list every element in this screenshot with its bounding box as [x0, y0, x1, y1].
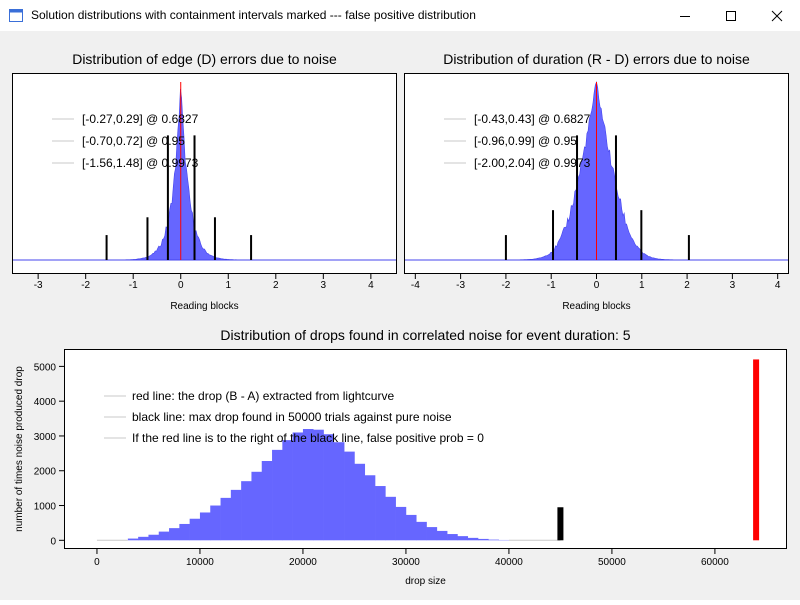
histogram-bar	[138, 537, 149, 540]
histogram-bar	[365, 475, 376, 540]
chart-title: Distribution of duration (R - D) errors …	[443, 51, 750, 67]
legend-entry: [-1.56,1.48] @ 0.9973	[82, 156, 199, 170]
histogram-bar	[478, 539, 489, 540]
legend-entry: [-0.70,0.72] @ 0.95	[82, 134, 185, 148]
histogram-bar	[159, 532, 170, 541]
histogram-bar	[354, 464, 365, 541]
histogram-bar	[375, 486, 386, 540]
x-tick-label: 4	[775, 280, 781, 291]
x-tick-label: -2	[81, 280, 90, 291]
maximize-icon	[725, 10, 737, 22]
y-axis-label: number of times noise produced drop	[14, 366, 25, 532]
close-icon	[771, 10, 783, 22]
histogram-bar	[282, 440, 293, 540]
histogram-bar	[313, 430, 324, 541]
legend-entry: If the red line is to the right of the b…	[132, 431, 484, 445]
x-tick-label: 1	[639, 280, 645, 291]
x-tick-label: -4	[411, 280, 420, 291]
x-tick-label: -3	[34, 280, 43, 291]
histogram-bar	[416, 522, 427, 540]
plot-area: Distribution of edge (D) errors due to n…	[0, 31, 800, 600]
y-tick-label: 2000	[34, 467, 57, 478]
histogram-bar	[303, 429, 314, 540]
app-icon	[9, 9, 23, 22]
title-bar[interactable]: Solution distributions with containment …	[0, 0, 800, 31]
plot-background	[64, 349, 787, 549]
x-tick-label: 30000	[392, 557, 420, 568]
x-tick-label: 1	[225, 280, 231, 291]
maximize-button[interactable]	[708, 0, 754, 31]
y-tick-label: 1000	[34, 502, 57, 513]
histogram-bar	[385, 497, 396, 540]
legend-entry: red line: the drop (B - A) extracted fro…	[132, 389, 394, 403]
histogram-bar	[437, 531, 448, 540]
histogram-bar	[406, 515, 417, 540]
x-tick-label: 3	[321, 280, 327, 291]
x-tick-label: 4	[368, 280, 374, 291]
legend-entry: [-0.27,0.29] @ 0.6827	[82, 112, 199, 126]
histogram-bar	[221, 498, 232, 540]
histogram-bar	[169, 528, 180, 540]
plot-background	[12, 73, 397, 274]
histogram-bar	[334, 442, 345, 540]
x-tick-label: 0	[94, 557, 100, 568]
histogram-bar	[427, 527, 438, 540]
x-tick-label: 20000	[289, 557, 317, 568]
y-tick-label: 3000	[34, 432, 57, 443]
histogram-bar	[210, 506, 221, 541]
x-tick-label: -1	[129, 280, 138, 291]
minimize-icon	[679, 10, 691, 22]
close-button[interactable]	[754, 0, 800, 31]
x-tick-label: 0	[178, 280, 184, 291]
legend-entry: [-0.96,0.99] @ 0.95	[474, 134, 577, 148]
observed-drop-line	[753, 359, 759, 540]
x-tick-label: -2	[501, 280, 510, 291]
x-tick-label: 60000	[701, 557, 729, 568]
x-tick-label: 10000	[186, 557, 214, 568]
histogram-bar	[231, 490, 242, 540]
x-tick-label: 2	[684, 280, 690, 291]
x-tick-label: 2	[273, 280, 279, 291]
histogram-bar	[251, 472, 262, 541]
chart-title: Distribution of edge (D) errors due to n…	[72, 51, 337, 67]
x-axis-label: drop size	[405, 576, 446, 587]
histogram-bar	[128, 539, 139, 541]
y-tick-label: 5000	[34, 362, 57, 373]
max-noise-drop-line	[557, 507, 563, 540]
x-tick-label: 0	[594, 280, 600, 291]
y-tick-label: 4000	[34, 397, 57, 408]
x-tick-label: -1	[547, 280, 556, 291]
histogram-bar	[148, 535, 159, 541]
x-tick-label: -3	[456, 280, 465, 291]
histogram-bar	[396, 507, 407, 540]
window-title: Solution distributions with containment …	[31, 8, 476, 22]
x-axis-label: Reading blocks	[170, 301, 238, 312]
legend-entry: [-2.00,2.04] @ 0.9973	[474, 156, 591, 170]
legend-entry: [-0.43,0.43] @ 0.6827	[474, 112, 591, 126]
x-axis-label: Reading blocks	[562, 301, 630, 312]
minimize-button[interactable]	[662, 0, 708, 31]
charts-canvas: Distribution of edge (D) errors due to n…	[0, 31, 800, 600]
x-tick-label: 3	[730, 280, 736, 291]
histogram-bar	[447, 534, 458, 540]
histogram-bar	[179, 524, 190, 540]
histogram-bar	[468, 538, 479, 540]
histogram-bar	[190, 519, 201, 541]
histogram-bar	[488, 540, 499, 541]
histogram-bar	[200, 512, 211, 540]
histogram-bar	[262, 461, 273, 540]
x-tick-label: 40000	[495, 557, 523, 568]
chart-title: Distribution of drops found in correlate…	[220, 327, 630, 343]
legend-entry: black line: max drop found in 50000 tria…	[132, 410, 452, 424]
histogram-bar	[344, 452, 355, 541]
histogram-bar	[293, 432, 304, 540]
y-tick-label: 0	[50, 536, 56, 547]
x-tick-label: 50000	[598, 557, 626, 568]
histogram-bar	[324, 434, 335, 540]
histogram-bar	[241, 481, 252, 540]
histogram-bar	[457, 536, 468, 540]
histogram-bar	[272, 450, 283, 540]
